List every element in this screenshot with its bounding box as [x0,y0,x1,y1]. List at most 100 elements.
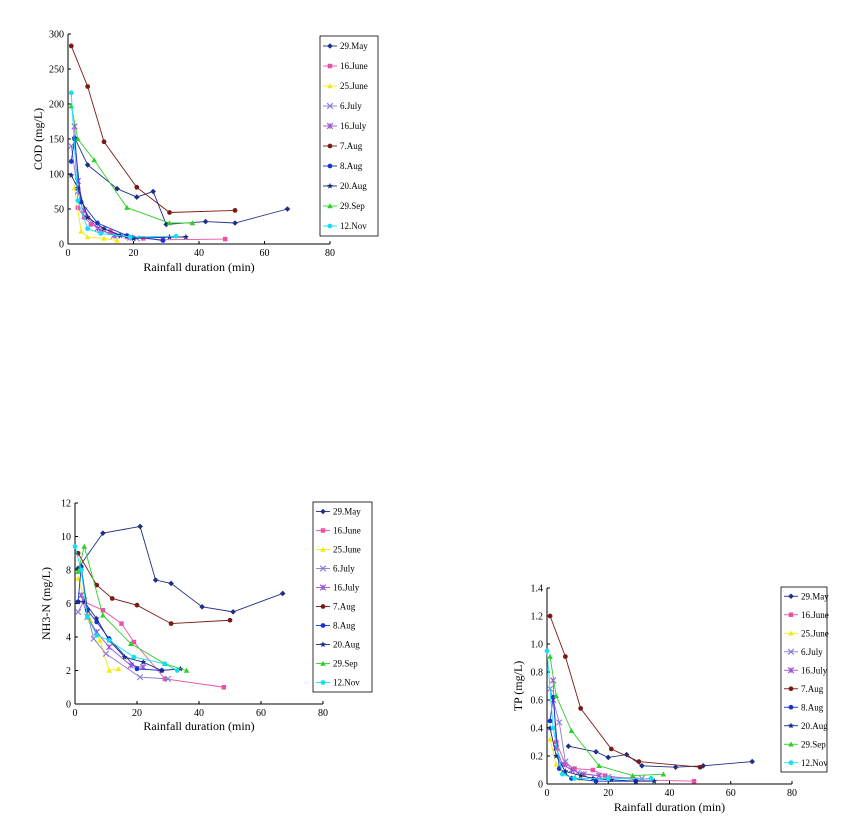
data-point [81,543,88,549]
data-point [78,228,84,234]
legend-box [780,586,828,773]
data-point [651,777,658,784]
x-tick-label: 40 [665,788,675,799]
series-line [70,92,177,238]
data-point [168,580,174,587]
y-tick-label: 1.0 [531,640,544,651]
legend-label: 12.Nov [340,221,367,231]
data-point [660,771,667,777]
legend-marker [326,182,334,189]
legend-marker [788,760,794,766]
y-axis-label: COD (mg/L) [31,108,45,170]
x-tick-label: 60 [260,248,270,259]
series-line [549,615,701,768]
x-tick-label: 0 [73,708,78,719]
legend-marker [320,546,326,552]
data-point [72,544,78,549]
data-point [562,654,568,659]
y-tick-label: 50 [54,205,64,216]
x-tick-label: 0 [545,788,550,799]
legend-marker [327,223,333,229]
series-line [77,544,187,671]
data-point [595,772,603,779]
data-point [97,637,103,643]
data-point [98,231,104,236]
y-tick-label: 0 [59,240,64,251]
data-point [563,762,568,767]
data-point [636,759,642,764]
legend-label: 6.July [333,564,355,574]
series-line [546,650,652,779]
data-point [596,763,602,769]
data-point [547,653,553,659]
data-point [68,103,75,109]
legend-label: 29.May [340,41,368,51]
x-axis-label: Rainfall duration (min) [143,719,254,733]
legend-marker [327,43,333,49]
data-point [85,84,91,89]
x-tick-label: 0 [66,248,71,259]
legend: 29.May 16.June 25.June 6.July 16.July 7.Aug 8.… [319,35,379,237]
data-point [84,234,91,240]
data-point [697,764,703,770]
y-tick-label: 250 [49,65,64,76]
series-line [549,656,664,777]
data-point [202,218,209,225]
series-7-aug [75,550,233,626]
data-point [556,766,562,771]
data-point [68,90,74,96]
legend-box [319,35,379,237]
data-point [749,758,755,765]
data-point [556,719,563,726]
legend-marker [327,203,333,209]
y-tick-label: 4 [66,633,71,644]
series-16-june [82,599,227,690]
data-point [547,736,553,742]
x-tick-label: 60 [726,788,736,799]
data-point [128,640,134,646]
legend-marker [327,143,333,149]
series-line [549,727,655,782]
x-tick-label: 20 [129,248,139,259]
legend-label: 8.Aug [801,702,824,712]
y-tick-label: 100 [49,170,64,181]
series-line [549,697,636,782]
legend: 29.May 16.June 25.June 6.July 16.July 7.Aug 8.… [312,501,373,693]
y-tick-label: 2 [66,666,71,677]
legend-label: 25.June [801,628,829,638]
data-point [623,751,630,758]
data-point [553,693,559,699]
data-point [568,728,575,734]
legend-label: 20.Aug [340,181,367,191]
data-point [602,773,608,778]
data-point [114,237,120,243]
series-29-may [75,523,286,615]
legend-marker [788,593,794,600]
legend-label: 25.June [333,545,361,555]
legend-marker [327,163,333,169]
legend-marker [787,722,795,729]
data-point [75,575,81,581]
data-point [691,778,697,784]
series-line [74,137,288,225]
data-point [168,621,174,626]
legend-marker [320,604,326,609]
legend-label: 6.July [340,101,362,111]
data-point [75,198,81,203]
data-point [593,749,599,755]
series-line [77,553,231,625]
legend-marker [788,612,794,617]
series-12-nov [544,648,654,781]
legend-marker [319,565,327,572]
data-point [222,236,228,242]
data-point [572,776,577,781]
series-29-sep [547,653,667,778]
series-line [74,546,178,671]
legend-marker [327,63,333,69]
y-tick-label: 0.8 [531,668,544,679]
legend: 29.May 16.June 25.June 6.July 16.July 7.Aug 8.… [780,586,829,773]
legend-label: 6.July [801,647,823,657]
data-point [174,668,180,673]
y-axis-label: TP (mg/L) [511,661,525,712]
